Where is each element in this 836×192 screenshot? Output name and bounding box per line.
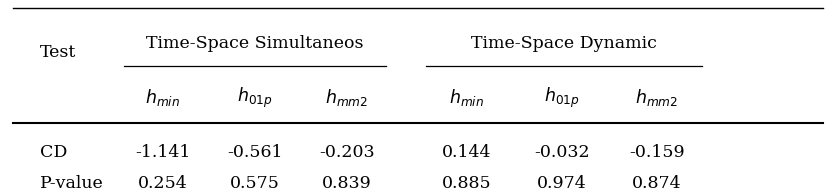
Text: $h_{mm2}$: $h_{mm2}$ bbox=[635, 87, 679, 108]
Text: CD: CD bbox=[40, 144, 68, 161]
Text: Test: Test bbox=[40, 44, 76, 61]
Text: 0.254: 0.254 bbox=[138, 175, 188, 192]
Text: -1.141: -1.141 bbox=[135, 144, 191, 161]
Text: $h_{min}$: $h_{min}$ bbox=[145, 87, 181, 108]
Text: $h_{mm2}$: $h_{mm2}$ bbox=[325, 87, 369, 108]
Text: -0.561: -0.561 bbox=[227, 144, 283, 161]
Text: P-value: P-value bbox=[40, 175, 104, 192]
Text: $h_{01p}$: $h_{01p}$ bbox=[237, 86, 273, 110]
Text: 0.575: 0.575 bbox=[230, 175, 280, 192]
Text: -0.203: -0.203 bbox=[319, 144, 375, 161]
Text: 0.874: 0.874 bbox=[632, 175, 682, 192]
Text: Time-Space Simultaneos: Time-Space Simultaneos bbox=[146, 35, 364, 52]
Text: -0.032: -0.032 bbox=[534, 144, 589, 161]
Text: 0.885: 0.885 bbox=[441, 175, 492, 192]
Text: 0.144: 0.144 bbox=[441, 144, 492, 161]
Text: $h_{01p}$: $h_{01p}$ bbox=[544, 86, 579, 110]
Text: 0.839: 0.839 bbox=[322, 175, 372, 192]
Text: -0.159: -0.159 bbox=[630, 144, 685, 161]
Text: 0.974: 0.974 bbox=[537, 175, 587, 192]
Text: $h_{min}$: $h_{min}$ bbox=[449, 87, 484, 108]
Text: Time-Space Dynamic: Time-Space Dynamic bbox=[472, 35, 657, 52]
